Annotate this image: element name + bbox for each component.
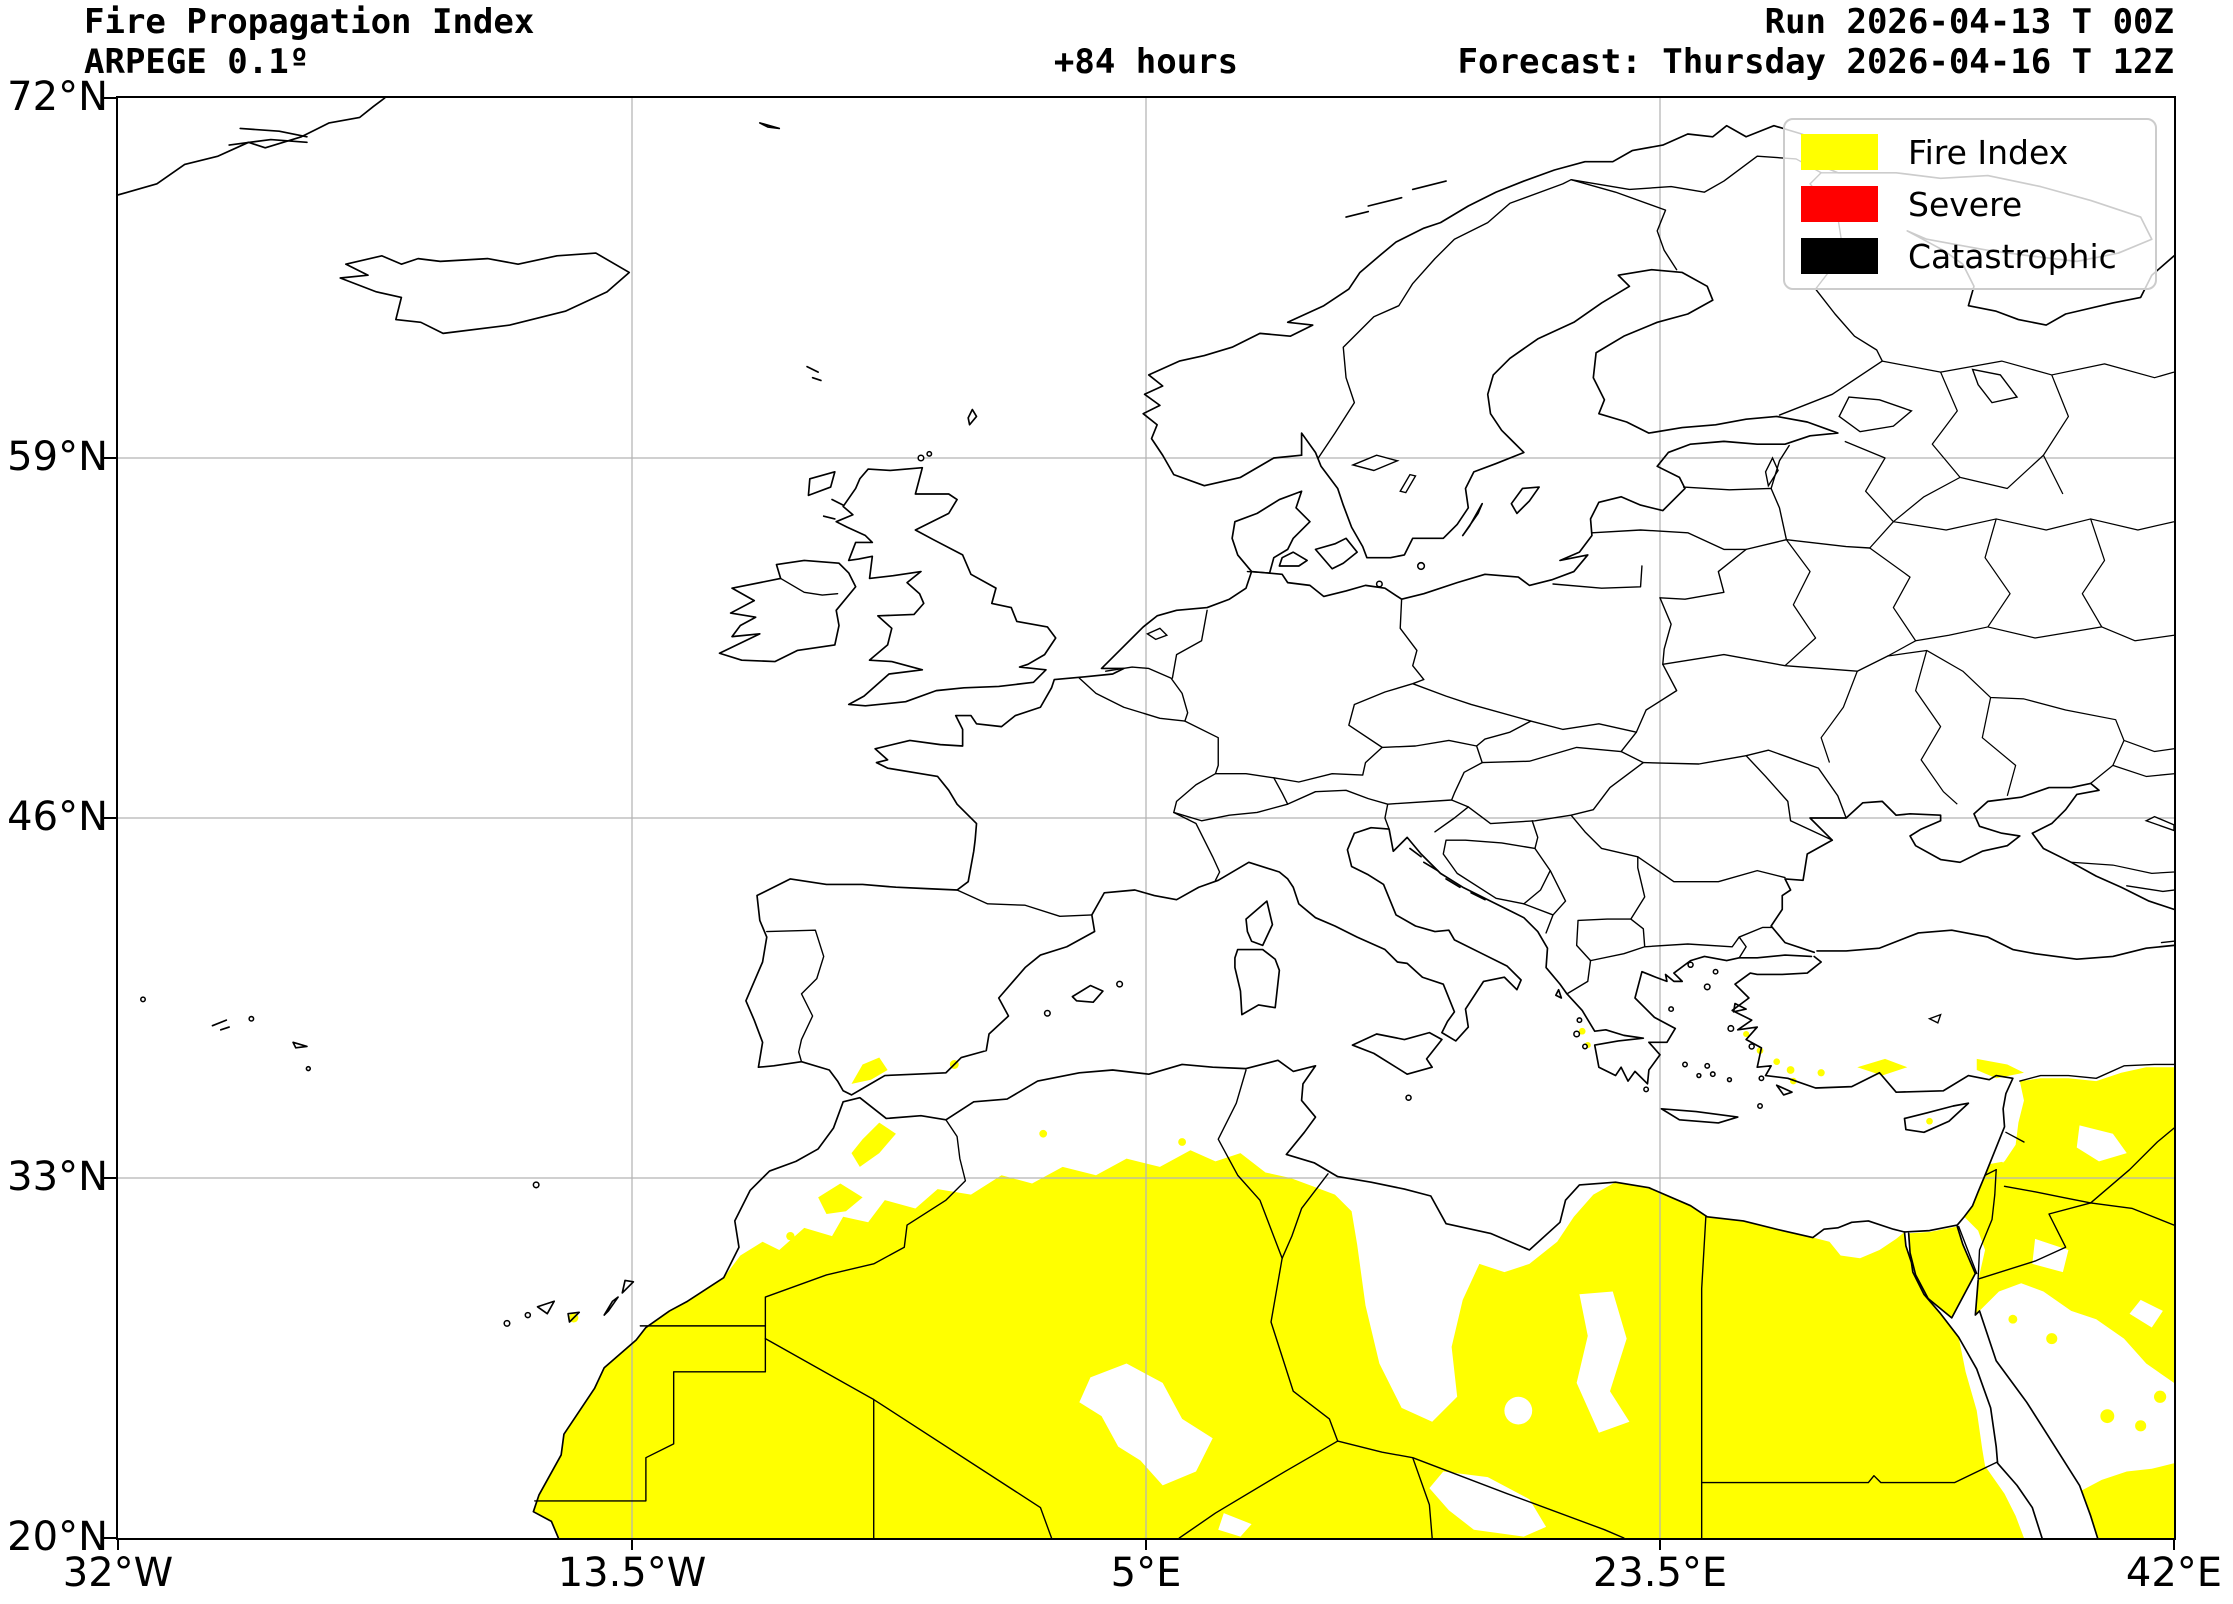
- lat-tick: [104, 1177, 116, 1179]
- forecast-timestamp: Forecast: Thursday 2026-04-16 T 12Z: [1457, 42, 2174, 82]
- legend-label-severe: Severe: [1908, 184, 2023, 224]
- lon-tick: [631, 1538, 633, 1550]
- lat-tick: [104, 817, 116, 819]
- map-frame: [116, 96, 2176, 1540]
- severe-swatch: [1801, 186, 1878, 222]
- lon-tick-label: 42°E: [2125, 1550, 2223, 1596]
- lat-tick-label: 33°N: [7, 1154, 108, 1200]
- lead-time: +84 hours: [1053, 42, 1239, 82]
- legend-row-fire-index: Fire Index: [1785, 127, 2155, 177]
- lon-tick-label: 23.5°E: [1592, 1550, 1728, 1596]
- legend-label-catastrophic: Catastrophic: [1908, 236, 2117, 276]
- legend-row-catastrophic: Catastrophic: [1785, 231, 2155, 281]
- legend-row-severe: Severe: [1785, 179, 2155, 229]
- lon-tick-label: 13.5°W: [557, 1550, 707, 1596]
- lon-tick: [2173, 1538, 2175, 1550]
- lon-tick: [117, 1538, 119, 1550]
- lat-tick-label: 46°N: [7, 794, 108, 840]
- lon-tick-label: 32°W: [62, 1550, 174, 1596]
- run-timestamp: Run 2026-04-13 T 00Z: [1764, 2, 2174, 42]
- lat-tick-label: 59°N: [7, 434, 108, 480]
- catastrophic-swatch: [1801, 238, 1878, 274]
- coastlines: [118, 98, 2174, 1538]
- fire-index-layer: [533, 1027, 2174, 1538]
- legend-label-fire-index: Fire Index: [1908, 132, 2069, 172]
- lat-tick-label: 72°N: [7, 74, 108, 120]
- lakes: [1145, 368, 2174, 1024]
- legend: Fire Index Severe Catastrophic: [1783, 118, 2157, 290]
- figure-title: Fire Propagation Index: [84, 2, 535, 42]
- lat-tick: [104, 457, 116, 459]
- fire-index-swatch: [1801, 134, 1878, 170]
- lon-tick-label: 5°E: [1110, 1550, 1182, 1596]
- lat-tick-label: 20°N: [7, 1514, 108, 1560]
- map-svg: [118, 98, 2174, 1538]
- country-borders: [534, 155, 2174, 1538]
- lon-tick: [1145, 1538, 1147, 1550]
- model-name: ARPEGE 0.1º: [84, 42, 310, 82]
- admin-borders: [1784, 360, 2174, 875]
- lat-tick: [104, 97, 116, 99]
- lat-tick: [104, 1537, 116, 1539]
- islands: [140, 486, 1970, 1327]
- lon-tick: [1659, 1538, 1661, 1550]
